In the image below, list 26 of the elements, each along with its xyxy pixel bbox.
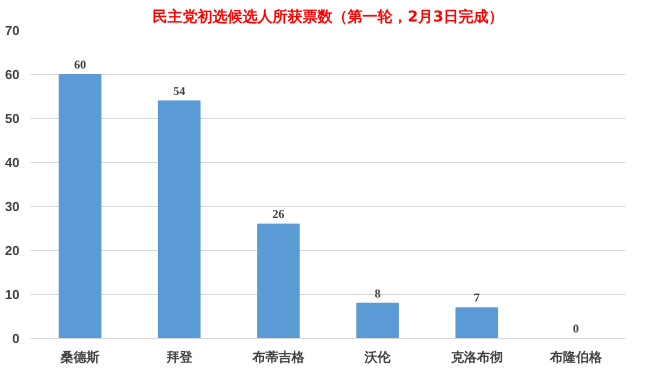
y-tick-label: 0 [12,331,20,346]
bar [58,74,102,338]
y-tick-label: 60 [5,67,20,82]
data-label: 26 [272,207,284,222]
data-label: 8 [374,286,381,300]
x-tick-label: 布蒂吉格 [251,350,306,364]
y-tick-label: 10 [5,287,20,302]
data-label: 60 [74,58,86,72]
y-tick-label: 20 [5,243,20,258]
bar [158,100,201,338]
data-label: 7 [474,290,480,305]
y-tick-label: 70 [5,23,20,38]
bar [356,302,399,338]
bar [455,307,498,338]
x-tick-label: 桑德斯 [60,350,100,364]
bar [257,224,300,338]
x-tick-label: 沃伦 [364,350,392,364]
data-label: 0 [572,322,579,336]
chart-title: 民主党初选候选人所获票数（第一轮，2月3日完成） [152,8,504,26]
y-tick-label: 50 [5,111,20,126]
data-label: 54 [173,84,186,98]
x-tick-label: 布隆伯格 [548,350,603,364]
y-tick-label: 40 [5,155,20,170]
x-tick-label: 克洛布彻 [450,350,503,364]
x-tick-label: 拜登 [165,350,194,364]
y-tick-label: 30 [5,199,20,214]
